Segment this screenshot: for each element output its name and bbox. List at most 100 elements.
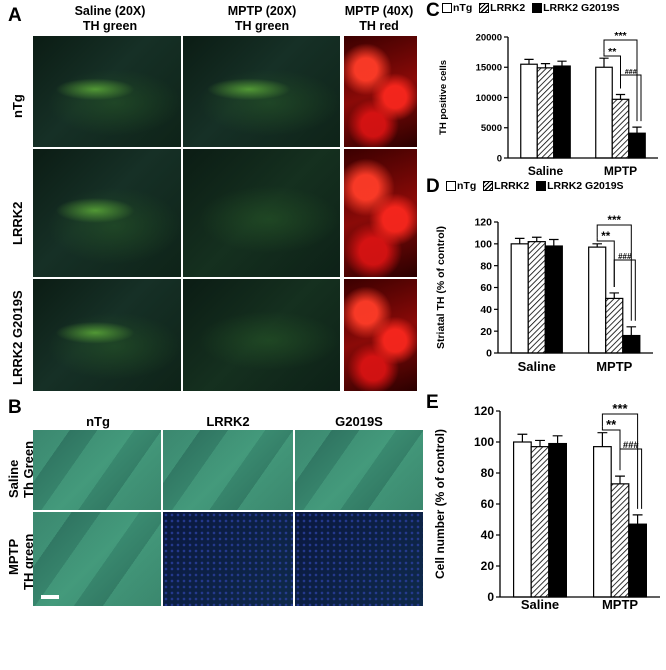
- y-axis-label: TH positive cells: [438, 60, 449, 135]
- bar-lrrk2-g2019s-saline: [548, 442, 568, 598]
- legend-d-swatch-g2019s: [536, 181, 547, 191]
- micrograph-a-nTg-mptp-40x: [344, 36, 417, 147]
- y-tick-label-4: 20000: [476, 32, 502, 43]
- panel-a-row-1-label: nTg: [10, 94, 25, 118]
- y-tick-label-5: 100: [474, 239, 492, 251]
- panel-a-row-3-label: LRRK2 G2019S: [10, 290, 25, 385]
- panel-b-label: B: [8, 397, 22, 418]
- error-bar-0-1: [597, 432, 608, 447]
- category-label-saline: Saline: [518, 359, 556, 374]
- legend-c-swatch-lrrk2: [479, 3, 490, 13]
- sig-label-2: ###: [625, 69, 637, 76]
- sig-label-1: **: [608, 46, 617, 58]
- bar-lrrk2-saline: [536, 67, 555, 159]
- legend-c-ntg: nTg: [453, 2, 473, 14]
- y-tick-label-6: 120: [474, 217, 492, 229]
- panel-a-row-2-label: LRRK2: [10, 201, 25, 245]
- legend-d-lrrk2: LRRK2: [494, 180, 530, 192]
- legend-c-lrrk2: LRRK2: [490, 2, 526, 14]
- y-tick-label-0: 0: [487, 590, 494, 604]
- error-bar-1-0: [540, 63, 551, 68]
- bar-lrrk2-g2019s-mptp: [628, 523, 648, 598]
- bar-ntg-mptp: [595, 66, 613, 159]
- y-tick-label-0: 0: [497, 153, 502, 164]
- bar-lrrk2-mptp: [610, 483, 630, 598]
- sig-label-0: ***: [612, 401, 628, 416]
- panel-e-label: E: [426, 392, 439, 413]
- legend-d-swatch-ntg: [446, 181, 456, 191]
- sig-bracket-lrrk2-g2019s: [613, 259, 636, 321]
- micrograph-b-lrrk2-mptp: [163, 512, 293, 606]
- micrograph-b-g2019s-mptp: [295, 512, 423, 606]
- y-tick-label-0: 0: [486, 348, 492, 360]
- y-tick-label-3: 15000: [476, 63, 502, 74]
- panel-b-col-2-header: LRRK2: [206, 414, 250, 429]
- category-label-mptp: MPTP: [596, 359, 632, 374]
- sig-bracket-lrrk2-g2019s: [620, 74, 642, 122]
- legend-d-g2019s: LRRK2 G2019S: [547, 180, 624, 192]
- error-bar-2-0: [549, 238, 559, 247]
- error-bar-1-0: [535, 439, 545, 447]
- panel-c-label: C: [426, 0, 440, 21]
- sig-bracket-ntg-lrrk2: [603, 52, 621, 89]
- y-axis-label: Striatal TH (% of control): [435, 226, 447, 349]
- bar-lrrk2-mptp: [605, 297, 624, 354]
- sig-bracket-ntg-g2019s: [601, 413, 639, 509]
- y-tick-label-4: 80: [481, 466, 495, 480]
- y-tick-label-2: 40: [481, 528, 495, 542]
- sig-label-0: ***: [614, 30, 627, 42]
- micrograph-a-nTg-saline: [33, 36, 181, 147]
- y-tick-label-4: 80: [480, 260, 492, 272]
- micrograph-a-g2019s-mptp: [183, 279, 340, 391]
- sig-label-1: **: [606, 417, 617, 432]
- error-bar-0-1: [592, 243, 602, 248]
- error-bar-0-1: [599, 57, 609, 68]
- micrograph-b-g2019s-saline: [295, 430, 423, 510]
- micrograph-b-lrrk2-saline: [163, 430, 293, 510]
- bar-lrrk2-mptp: [611, 98, 630, 159]
- category-label-mptp: MPTP: [602, 597, 638, 611]
- category-label-saline: Saline: [528, 164, 564, 178]
- y-tick-label-1: 5000: [481, 123, 502, 134]
- error-bar-2-1: [632, 514, 643, 525]
- legend-d-ntg: nTg: [457, 180, 477, 192]
- error-bar-1-1: [615, 93, 626, 100]
- category-label-saline: Saline: [521, 597, 559, 611]
- y-tick-label-2: 40: [480, 304, 492, 316]
- chart-c: 0 5000 10000 15000 20000 TH positive cells Sal…: [438, 30, 658, 178]
- panel-b-col-1-header: nTg: [86, 414, 110, 429]
- bar-lrrk2-g2019s-saline: [544, 245, 563, 354]
- error-bar-1-1: [615, 475, 625, 484]
- panel-a-col-2-header: MPTP (20X) TH green: [183, 4, 341, 34]
- scale-bar: [41, 595, 59, 599]
- panel-a-col-3-line1: MPTP (40X): [344, 4, 414, 18]
- micrograph-a-lrrk2-mptp: [183, 149, 340, 277]
- error-bar-0-0: [514, 237, 525, 244]
- legend-c-swatch-ntg: [442, 3, 452, 13]
- error-bar-1-1: [609, 292, 620, 299]
- y-tick-label-6: 120: [474, 404, 494, 418]
- sig-bracket-ntg-g2019s: [596, 224, 632, 321]
- sig-label-2: ###: [618, 252, 632, 261]
- y-tick-label-1: 20: [480, 326, 492, 338]
- sig-label-2: ###: [623, 440, 640, 451]
- panel-a-col-1-header: Saline (20X) TH green: [40, 4, 180, 34]
- legend-c-g2019s: LRRK2 G2019S: [543, 2, 620, 14]
- micrograph-a-lrrk2-saline: [33, 149, 181, 277]
- panel-d-label: D: [426, 176, 440, 197]
- panel-a-col-1-line1: Saline (20X): [74, 4, 146, 18]
- legend-c-swatch-g2019s: [532, 3, 543, 13]
- y-tick-label-2: 10000: [476, 93, 502, 104]
- sig-label-1: **: [601, 231, 610, 243]
- bar-ntg-mptp: [588, 246, 607, 354]
- panel-a-col-2-line1: MPTP (20X): [227, 4, 297, 18]
- panel-b-col-3-header: G2019S: [335, 414, 383, 429]
- bar-ntg-saline: [520, 63, 538, 159]
- y-tick-label-1: 20: [481, 559, 495, 573]
- chart-e: 0 20 40 60 80 100 120 Cell number (% of control…: [433, 401, 660, 611]
- legend-d: nTg LRRK2 LRRK2 G2019S: [446, 180, 624, 192]
- bar-lrrk2-g2019s-mptp: [628, 132, 646, 159]
- micrograph-a-g2019s-saline: [33, 279, 181, 391]
- y-tick-label-3: 60: [480, 282, 492, 294]
- micrograph-a-nTg-mptp: [183, 36, 340, 147]
